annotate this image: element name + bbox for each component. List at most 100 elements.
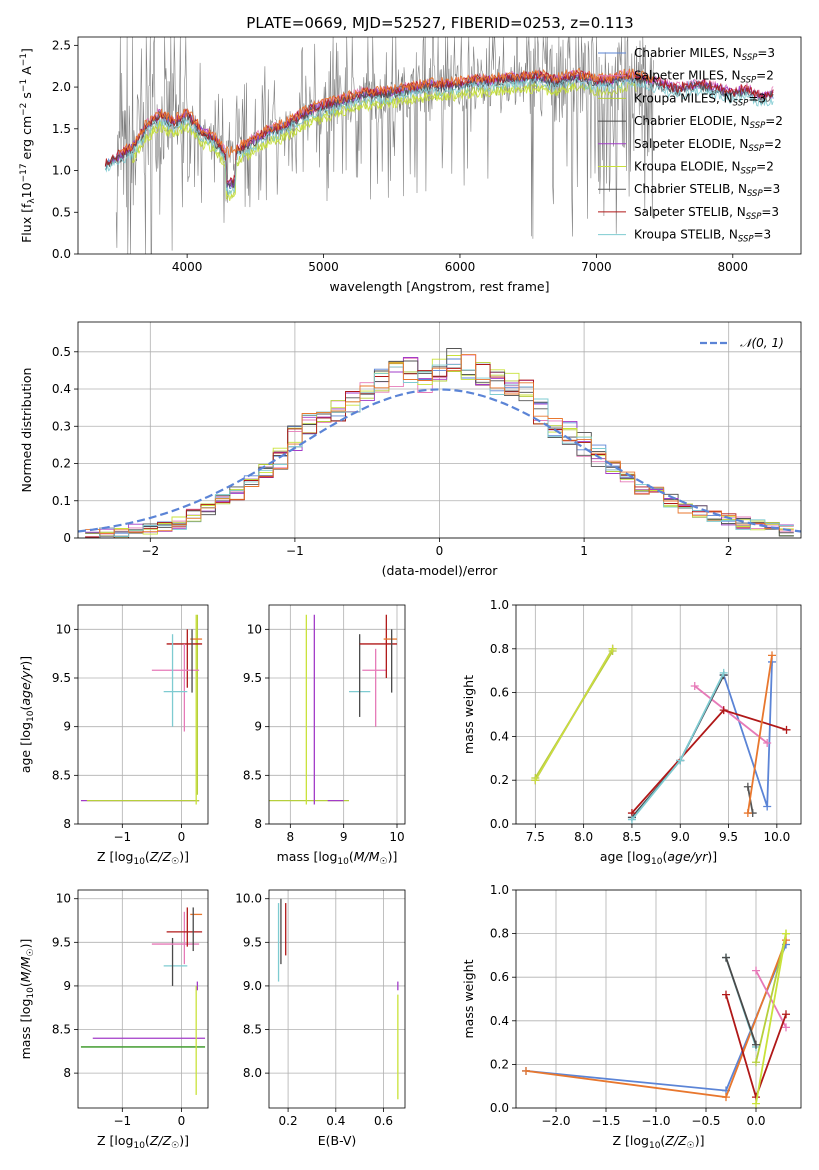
x-tick-label: −1 [113,1114,131,1128]
x-tick-label: 0 [436,544,444,558]
y-tick-label: 10.0 [235,892,262,906]
y-tick-label: 8 [63,817,71,831]
weight-point-marker [752,1040,760,1049]
weight-point-marker [763,738,772,747]
y-tick-label: 9.5 [52,671,71,685]
y-tick-label: 0.4 [490,729,509,743]
grid [269,890,405,1108]
legend: Chabrier MILES, NSSP=3 Salpeter MILES, NS… [598,46,783,245]
x-tick-label: 0 [178,1114,186,1128]
y-tick-label: 10 [247,622,262,636]
y-axis-label: Flux [fλ10−17 erg cm−2 s−1 A−1] [19,48,37,243]
weight-point-marker [782,1010,790,1019]
data-layer [277,898,399,1100]
y-tick-label: 0.5 [52,205,71,219]
y-tick-label: 0.2 [52,457,71,471]
data-layer [522,929,790,1108]
x-tick-label: 1 [580,544,588,558]
x-tick-label: −1 [286,544,304,558]
grid [78,605,208,825]
x-tick-label: 0.0 [746,1114,765,1128]
legend-label: Salpeter ELODIE, NSSP=2 [634,137,782,154]
axes: −2 −1 0 1 2 0 0.1 0.2 0.3 0.4 0.5 𝒩(0, 1) (data-mode… [19,321,802,578]
y-tick-label: 0.8 [490,642,509,656]
y-tick-label: 8.5 [52,1023,71,1037]
y-tick-label: 0.8 [490,927,509,941]
grid [269,605,405,825]
axes: 7.5 8.0 8.5 9.0 9.5 10.0 0.0 0.2 0.4 0.6 0.8 1.0 age… [461,598,802,867]
axes-frame [77,321,802,539]
axes: 0.2 0.4 0.6 8.0 8.5 9.0 9.5 10.0 E(B-V) [235,889,406,1148]
weight-series-line [755,933,787,1104]
weight-point-marker [782,725,791,734]
plot-area [516,605,801,824]
y-tick-label: 0.6 [490,970,509,984]
axes-frame [77,604,209,825]
y-tick-label: 8 [254,817,262,831]
weight-point-marker [608,644,617,653]
x-axis-label: mass [log10(M/M☉)] [277,849,398,867]
axes-frame [515,604,802,825]
model-spectrum-line [118,68,654,159]
x-tick-label: 8.5 [622,830,641,844]
weight-point-marker [752,1058,760,1067]
weight-series-line [534,648,614,781]
weight-point-marker [782,929,790,938]
axes: 4000 5000 6000 7000 8000 0.0 0.5 1.0 1.5 2.0 2.5 wa… [19,36,802,294]
residual-histogram [85,355,794,538]
x-tick-label: 8000 [718,260,749,274]
weight-point-marker [722,953,730,962]
y-tick-label: 8 [63,1066,71,1080]
x-tick-label: 4000 [172,260,203,274]
axes: 8 9 10 8 8.5 9 9.5 10 mass [log10(M/M☉)] [243,604,406,867]
spectrum-panel: 4000 5000 6000 7000 8000 0.0 0.5 1.0 1.5 2.0 2.5 wa… [19,36,802,294]
plot-area [269,890,405,1108]
y-axis-label: mass weight [461,675,476,754]
weight-point-marker [763,802,772,811]
axes-frame [268,889,406,1109]
weight-series-line [755,933,787,1063]
x-tick-label: 0.6 [374,1114,393,1128]
weight-point-marker [752,1099,760,1108]
weight-vs-metallicity-panel: −2.0 −1.5 −1.0 −0.5 0.0 0.0 0.2 0.4 0.6 0.8 1.0 Z [… [461,883,802,1151]
legend-label: Chabrier ELODIE, NSSP=2 [634,114,783,131]
residual-histogram [85,354,794,534]
x-tick-label: −0.5 [691,1114,720,1128]
data-layer [531,644,791,824]
legend-label: Salpeter STELIB, NSSP=3 [634,205,779,222]
weight-point-marker [743,782,752,791]
weight-point-marker [722,990,730,999]
y-tick-label: 0.4 [52,382,71,396]
legend-label: Salpeter MILES, NSSP=2 [634,69,774,86]
x-axis-label: E(B-V) [318,1133,357,1148]
x-tick-label: −2.0 [541,1114,570,1128]
x-tick-label: −1.5 [591,1114,620,1128]
y-tick-label: 8.5 [243,1023,262,1037]
y-tick-label: 1.5 [52,122,71,136]
age-vs-metallicity-panel: −1 0 8 8.5 9 9.5 10 Z [log10(Z/Z☉)] age [log10(a… [18,604,209,867]
x-tick-label: 0.2 [279,1114,298,1128]
y-tick-label: 10 [56,892,71,906]
y-tick-label: 1.0 [490,883,509,897]
weight-point-marker [782,1023,790,1032]
axes-frame [77,889,209,1109]
weight-point-marker [676,756,685,765]
x-axis-label: Z [log10(Z/Z☉)] [613,1133,705,1151]
y-tick-label: 9.5 [243,671,262,685]
mass-vs-ebv-panel: 0.2 0.4 0.6 8.0 8.5 9.0 9.5 10.0 E(B-V) [235,889,406,1148]
y-tick-label: 0.0 [490,817,509,831]
weight-point-marker [627,815,636,824]
x-tick-label: 10.0 [763,830,790,844]
y-tick-label: 0 [63,531,71,545]
y-tick-label: 9.5 [243,935,262,949]
data-layer [104,37,774,254]
x-tick-label: −2 [141,544,159,558]
plot-area [269,605,405,824]
axes: −1 0 8 8.5 9 9.5 10 Z [log10(Z/Z☉)] age [log10(a… [18,604,209,867]
axes-frame [515,889,802,1109]
plot-area [78,605,208,824]
y-tick-label: 0.6 [490,686,509,700]
x-axis-label: Z [log10(Z/Z☉)] [97,849,189,867]
weight-vs-age-panel: 7.5 8.0 8.5 9.0 9.5 10.0 0.0 0.2 0.4 0.6 0.8 1.0 age… [461,598,802,867]
